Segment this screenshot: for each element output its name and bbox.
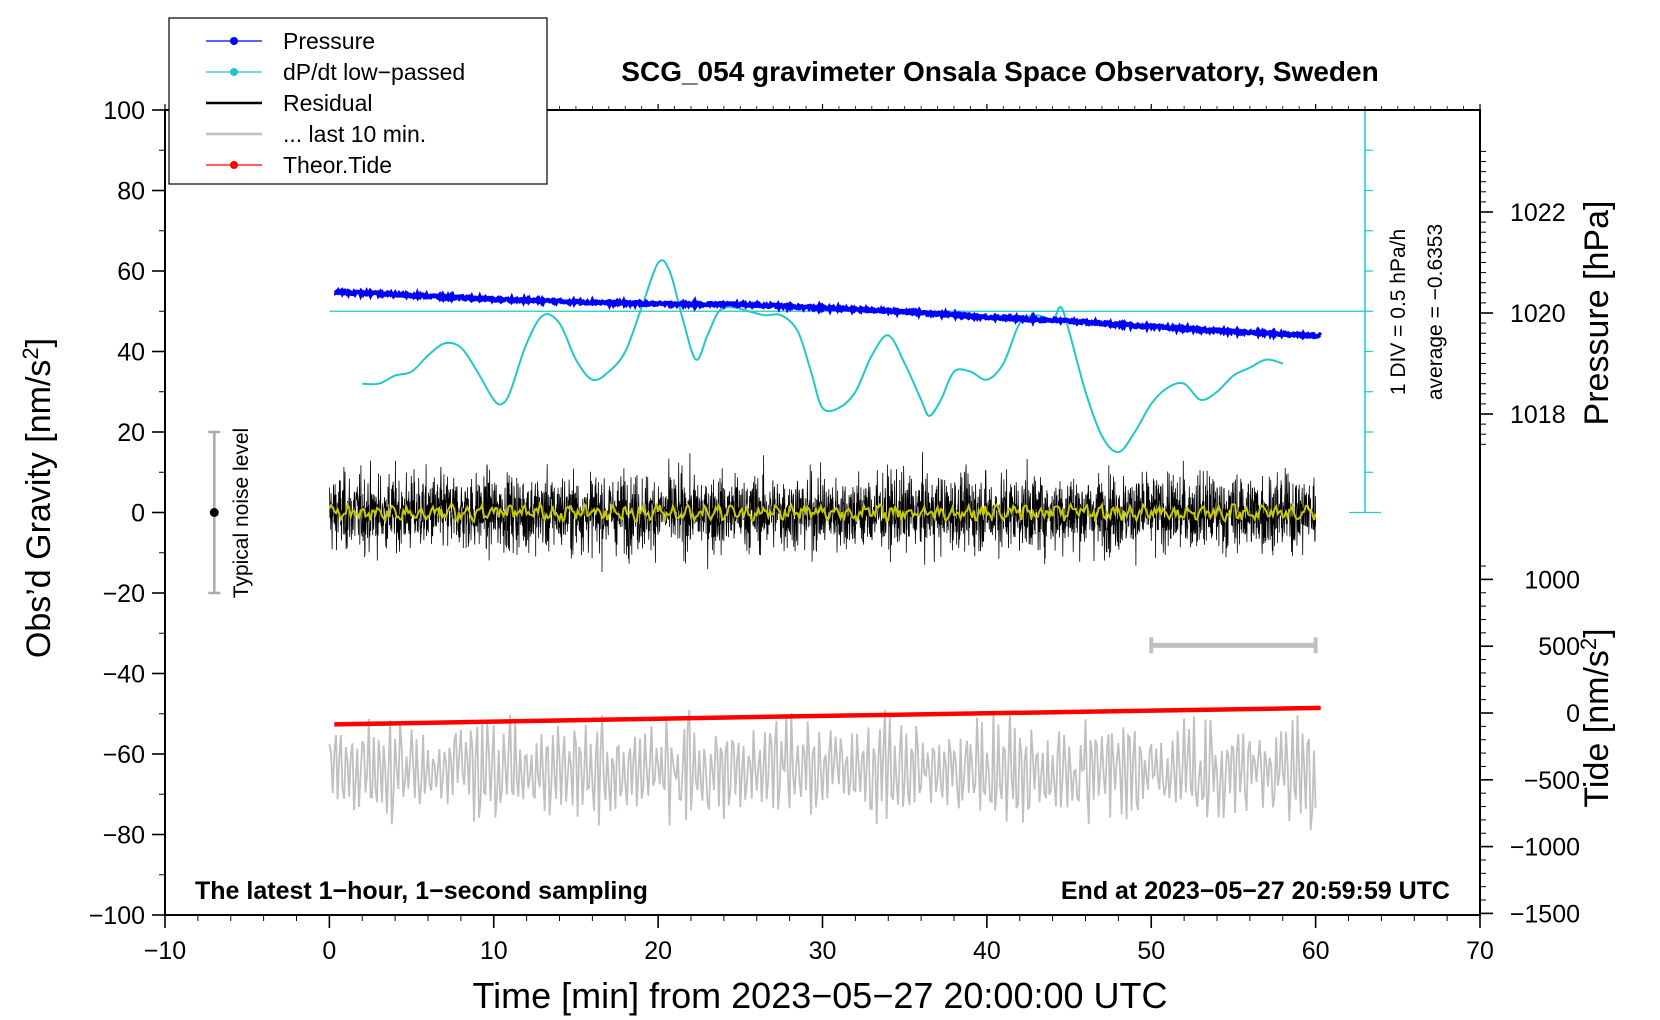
last10min-line [328, 709, 1317, 831]
residual-line [329, 452, 1316, 573]
legend-marker [230, 161, 238, 169]
div-scale-label: 1 DIV = 0.5 hPa/h [1387, 229, 1410, 395]
plot-area [208, 109, 1381, 831]
legend-label: Residual [283, 90, 373, 116]
tide-tick-label: 0 [1566, 700, 1580, 728]
y-tick-label: −100 [89, 902, 145, 930]
legend-box [168, 17, 548, 185]
x-tick-label: 10 [480, 937, 508, 965]
y-tick-label: 0 [131, 500, 145, 528]
legend-label: ... last 10 min. [283, 121, 426, 147]
y-axis-label-close: ] [20, 338, 58, 347]
tide-axis-label: Tide [nm/s2] [1576, 628, 1616, 807]
y-tick-label: −20 [103, 580, 145, 608]
x-tick-label: 0 [322, 937, 336, 965]
dpdt-line [362, 259, 1284, 454]
y-tick-label: 80 [117, 178, 145, 206]
y-axis-label: Obs’d Gravity [nm/s2] [18, 338, 58, 658]
y-tick-label: 60 [117, 258, 145, 286]
legend-label: Theor.Tide [283, 152, 392, 178]
noise-level-label: Typical noise level [230, 428, 253, 598]
pressure-axis: 1018 1020 1022 [1480, 150, 1566, 445]
pressure-tick-label: 1022 [1510, 199, 1566, 227]
legend: Pressure dP/dt low−passed Residual ... last… [168, 17, 548, 185]
y-tick-label: −60 [103, 741, 145, 769]
x-tick-label: 60 [1302, 937, 1330, 965]
x-axis-label: Time [min] from 2023−05−27 20:00:00 UTC [472, 975, 1167, 1016]
tide-tick-label: −1000 [1510, 834, 1580, 862]
noise-bar-center [209, 508, 219, 517]
pressure-tick-label: 1018 [1510, 401, 1566, 429]
legend-label: Pressure [283, 28, 375, 54]
legend-marker [230, 37, 238, 45]
pressure-line [333, 287, 1323, 341]
x-tick-label: 20 [644, 937, 672, 965]
pressure-axis-label: Pressure [hPa] [1578, 201, 1616, 426]
y-tick-label: −80 [103, 822, 145, 850]
caption-end-time: End at 2023−05−27 20:59:59 UTC [1061, 877, 1450, 905]
chart-title: SCG_054 gravimeter Onsala Space Observat… [621, 56, 1378, 87]
y-tick-label: 40 [117, 339, 145, 367]
pressure-tick-label: 1020 [1510, 300, 1566, 328]
y-tick-label: −40 [103, 661, 145, 689]
y-tick-label: 100 [103, 97, 145, 125]
legend-marker [230, 68, 238, 76]
legend-label: dP/dt low−passed [283, 59, 465, 85]
caption-latest-hour: The latest 1−hour, 1−second sampling [195, 877, 648, 905]
tide-axis-label-close: ] [1578, 628, 1616, 637]
average-label: average = −0.6353 [1424, 224, 1447, 400]
x-tick-label: 30 [809, 937, 837, 965]
x-axis: −10 0 10 20 30 40 50 60 70 [144, 104, 1494, 965]
x-tick-label: −10 [144, 937, 186, 965]
y-tick-label: 20 [117, 419, 145, 447]
tide-tick-label: 500 [1538, 633, 1580, 661]
y-axis-label-sup: 2 [18, 347, 43, 359]
y-axis: −100 −80 −60 −40 −20 0 20 40 60 80 100 [89, 97, 165, 930]
tide-tick-label: −500 [1524, 767, 1580, 795]
x-tick-label: 50 [1137, 937, 1165, 965]
tide-axis-label-sup: 2 [1576, 638, 1601, 650]
x-tick-label: 70 [1466, 937, 1494, 965]
residual-lowpass-line [328, 500, 1317, 525]
x-tick-label: 40 [973, 937, 1001, 965]
tide-tick-label: 1000 [1524, 566, 1580, 594]
tide-tick-label: −1500 [1510, 900, 1580, 928]
tide-line [334, 705, 1321, 727]
tide-axis: −1500 −1000 −500 0 500 1000 [1480, 565, 1580, 928]
